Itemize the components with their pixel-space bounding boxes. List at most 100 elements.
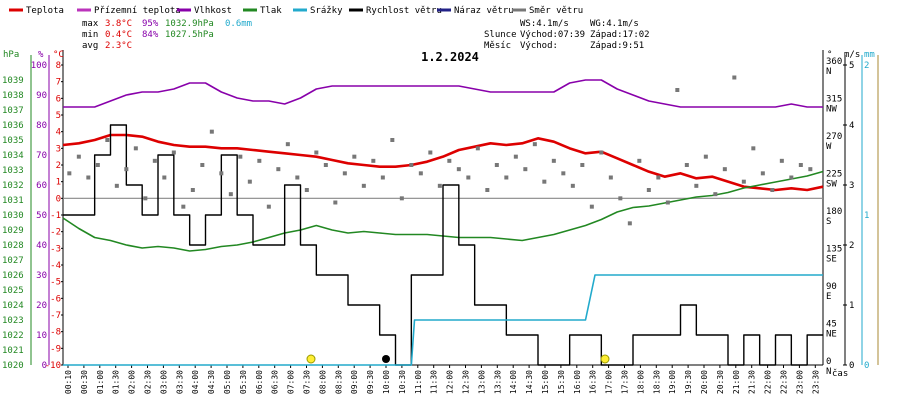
pressure-tick: 1026 — [2, 271, 24, 281]
x-tick: 22:30 — [780, 370, 789, 394]
direction-tick-letter: NE — [826, 330, 837, 340]
pressure-tick: 1030 — [2, 211, 24, 221]
legend-label-5: Rychlost větru — [366, 6, 442, 16]
wind-direction-point — [684, 163, 689, 167]
x-tick: 07:30 — [303, 370, 312, 394]
pressure-tick: 1022 — [2, 331, 24, 341]
direction-tick: 225 — [826, 170, 842, 180]
moon-label: Měsíc — [484, 41, 511, 51]
pressure-tick: 1020 — [2, 361, 24, 371]
wind-tick: 5 — [849, 61, 854, 71]
x-tick: 21:30 — [748, 370, 757, 394]
direction-tick: 45 — [826, 320, 837, 330]
temperature-tick: -7 — [50, 311, 61, 321]
wind-direction-point — [551, 158, 556, 163]
x-tick: 07:00 — [287, 370, 296, 394]
chart-series — [62, 75, 824, 366]
wind-unit: m/s — [844, 50, 860, 60]
x-tick: 15:30 — [557, 370, 566, 394]
wind-direction-point — [513, 154, 518, 159]
new-moon-marker-icon — [382, 355, 390, 363]
wind-direction-point — [342, 171, 347, 176]
x-tick: 09:00 — [350, 370, 359, 394]
temperature-tick: 7 — [56, 78, 61, 88]
x-tick: 10:30 — [398, 370, 407, 394]
wind-direction-point — [105, 138, 110, 142]
wind-direction-point — [266, 204, 271, 209]
wind-direction-point — [428, 150, 433, 155]
wind-direction-point — [181, 204, 186, 209]
wind-direction-point — [124, 167, 129, 172]
wind-direction-point — [95, 163, 100, 167]
legend-label-1: Přízemní teplota — [94, 6, 181, 16]
x-tick: 00:30 — [80, 370, 89, 394]
wind-tick: 3 — [849, 181, 854, 191]
wind-direction-point — [694, 183, 699, 188]
wind-direction-point — [722, 167, 727, 172]
temperature-tick: -3 — [50, 244, 61, 254]
x-tick: 04:00 — [191, 370, 200, 394]
stats-min-temp: 0.4°C — [105, 30, 132, 40]
wind-direction-point — [523, 167, 528, 172]
direction-tick-letter: N — [826, 67, 831, 77]
wind-direction-point — [466, 175, 471, 180]
direction-tick-letter: N — [826, 367, 831, 377]
series-line-wind — [63, 124, 823, 366]
pressure-tick: 1025 — [2, 286, 24, 296]
temperature-tick: -5 — [50, 278, 61, 288]
x-tick: 19:00 — [668, 370, 677, 394]
stats-ws: WS:4.1m/s — [520, 19, 569, 29]
x-tick: 09:30 — [366, 370, 375, 394]
humidity-unit: % — [38, 50, 44, 60]
direction-tick: 315 — [826, 95, 842, 105]
wind-direction-point — [608, 175, 613, 180]
pressure-tick: 1038 — [2, 91, 24, 101]
x-tick: 17:30 — [621, 370, 630, 394]
rain-tick: 1 — [864, 211, 869, 221]
pressure-tick: 1027 — [2, 256, 24, 266]
rain-unit: mm — [864, 50, 875, 60]
wind-direction-point — [67, 171, 72, 176]
stats-max-temp: 3.8°C — [105, 19, 132, 29]
x-tick: 16:30 — [589, 370, 598, 394]
wind-direction-point — [409, 163, 414, 167]
direction-tick-letter: NW — [826, 105, 837, 115]
wind-direction-point — [285, 142, 290, 147]
x-tick: 21:00 — [732, 370, 741, 394]
x-tick: 15:00 — [541, 370, 550, 394]
wind-direction-point — [399, 196, 404, 201]
wind-direction-point — [808, 167, 813, 172]
direction-unit: ° — [827, 50, 832, 60]
wind-direction-point — [570, 183, 575, 188]
wind-direction-point — [675, 88, 680, 92]
rain-tick: 0 — [864, 361, 869, 371]
x-tick: 18:30 — [652, 370, 661, 394]
temperature-tick: -10 — [45, 361, 61, 371]
legend-label-4: Srážky — [310, 6, 343, 16]
chart-markers — [306, 354, 610, 364]
x-tick: 03:30 — [175, 370, 184, 394]
wind-direction-point — [713, 192, 718, 197]
humidity-tick: 80 — [36, 121, 47, 131]
sunset-time: Západ:17:02 — [590, 30, 650, 40]
direction-tick-letter: S — [826, 217, 831, 227]
wind-direction-point — [219, 171, 224, 176]
wind-direction-point — [485, 188, 490, 192]
wind-direction-point — [200, 163, 205, 167]
wind-direction-point — [580, 163, 585, 167]
stats-panel: max 3.8°C 95% 1032.9hPa 0.6mm min 0.4°C … — [82, 19, 650, 51]
wind-direction-point — [599, 150, 604, 155]
temperature-tick: 1 — [56, 178, 61, 188]
pressure-tick: 1033 — [2, 166, 24, 176]
wind-direction-point — [314, 150, 319, 155]
pressure-tick: 1037 — [2, 106, 24, 116]
wind-direction-point — [361, 183, 366, 188]
stats-avg-label: avg — [82, 41, 98, 51]
pressure-tick: 1032 — [2, 181, 24, 191]
wind-direction-point — [770, 188, 775, 192]
x-tick: 03:00 — [159, 370, 168, 394]
pressure-tick: 1024 — [2, 301, 24, 311]
stats-wg: WG:4.1m/s — [590, 19, 639, 29]
direction-tick-letter: W — [826, 142, 832, 152]
